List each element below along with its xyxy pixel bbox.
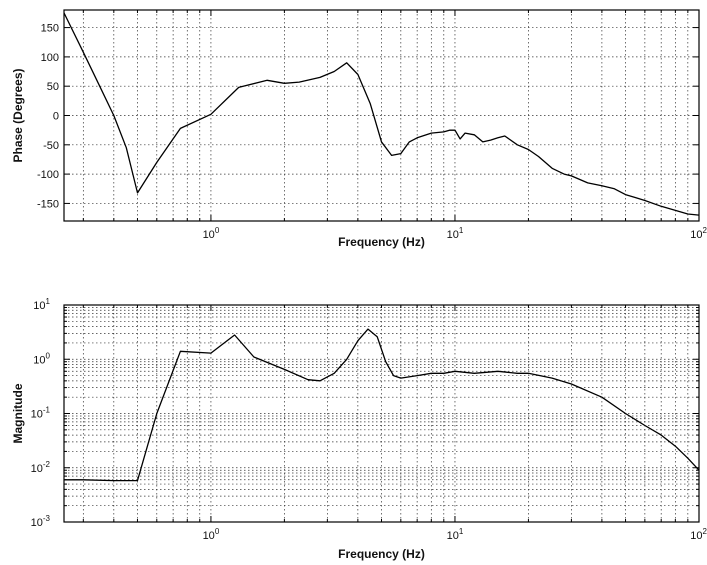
y-tick-label: 0 (53, 111, 59, 123)
y-tick-label: 10-1 (31, 406, 51, 421)
y-tick-label: 50 (47, 81, 59, 93)
y-tick-label: -150 (37, 198, 59, 210)
x-tick-label: 100 (203, 226, 220, 241)
magnitude-y-axis-label: Magnitude (11, 383, 25, 443)
phase-plot-frame (63, 9, 700, 222)
magnitude-series (64, 328, 700, 482)
x-tick-label: 100 (203, 527, 220, 542)
x-tick-label: 101 (447, 226, 464, 241)
phase-grid (64, 10, 699, 221)
y-tick-label: 101 (33, 297, 50, 312)
y-tick-label: 10-2 (31, 460, 51, 475)
phase-series-line (63, 12, 700, 216)
x-tick-label: 101 (447, 527, 464, 542)
y-tick-label: 100 (41, 52, 59, 64)
phase-plot: 100 101 102 150 100 50 0 -50 -100 -150 Frequency … (11, 9, 707, 249)
y-tick-label: -100 (37, 169, 59, 181)
phase-x-axis-label: Frequency (Hz) (338, 235, 425, 249)
x-tick-label: 102 (690, 226, 707, 241)
magnitude-plot-frame (63, 304, 700, 523)
y-tick-label: 150 (41, 23, 59, 35)
y-tick-label: -50 (43, 140, 59, 152)
y-tick-label: 100 (33, 351, 50, 366)
magnitude-tick-labels: 100 101 102 101 100 10-1 10-2 10-3 (31, 297, 707, 542)
phase-y-axis-label: Phase (Degrees) (11, 68, 25, 162)
magnitude-x-axis-label: Frequency (Hz) (338, 547, 425, 561)
x-tick-label: 102 (690, 527, 707, 542)
magnitude-plot: 100 101 102 101 100 10-1 10-2 10-3 Frequency (H… (11, 297, 707, 561)
phase-tick-labels: 100 101 102 150 100 50 0 -50 -100 -150 (37, 23, 707, 241)
phase-series (63, 12, 700, 216)
magnitude-grid (64, 305, 699, 522)
magnitude-series-line (64, 328, 700, 482)
y-tick-label: 10-3 (31, 514, 51, 529)
